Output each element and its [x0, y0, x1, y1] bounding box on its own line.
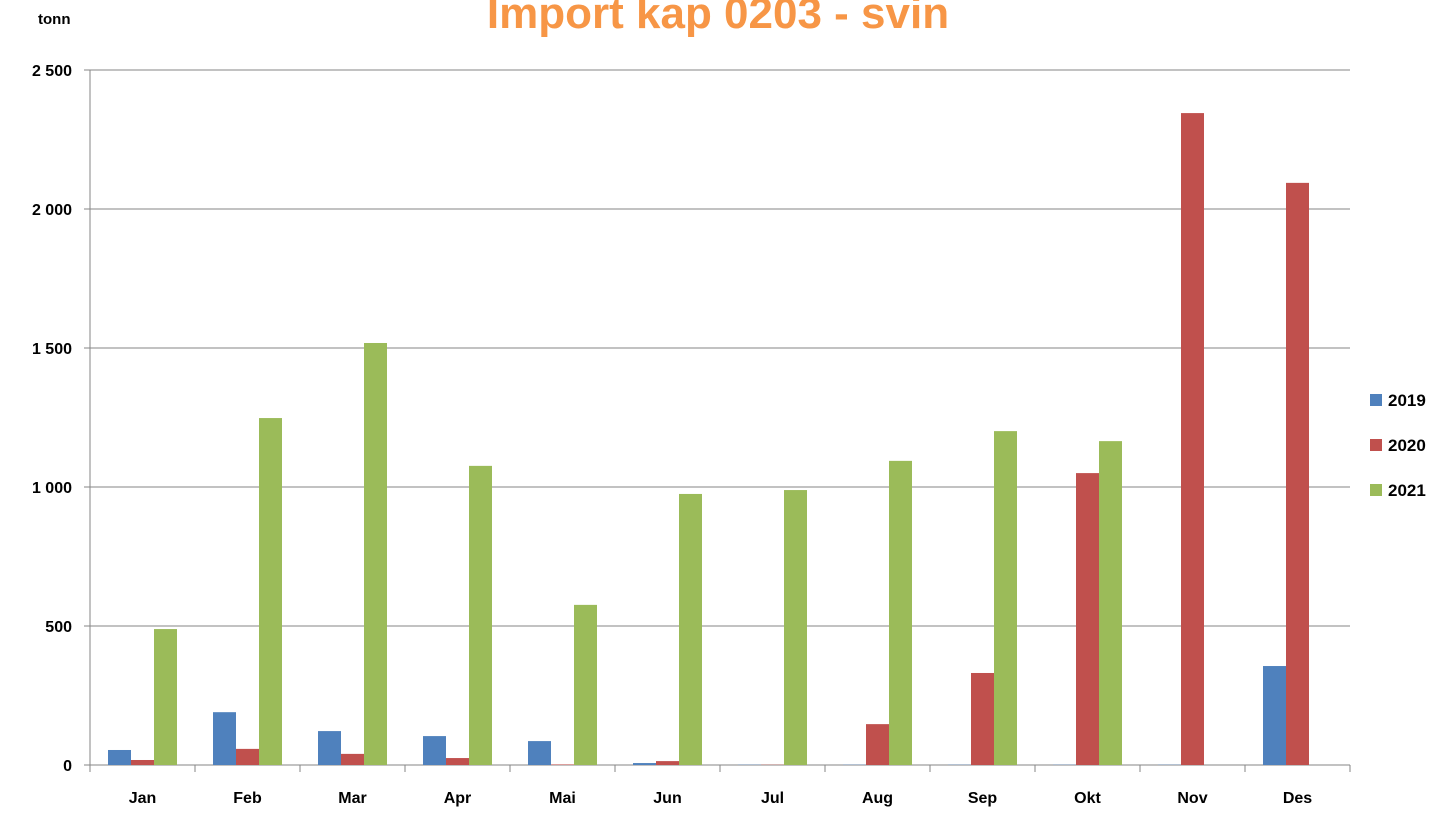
y-tick-label: 2 000: [32, 202, 72, 219]
chart-title: Import kap 0203 - svin: [487, 0, 949, 38]
bar: [341, 754, 364, 765]
bar: [1076, 473, 1099, 765]
bar: [1263, 666, 1286, 765]
y-tick-label: 2 500: [32, 63, 72, 80]
x-tick-label: Apr: [444, 790, 472, 807]
bar: [1286, 183, 1309, 765]
legend-label: 2021: [1388, 481, 1426, 500]
x-tick-label: Feb: [233, 790, 262, 807]
y-tick-label: 1 500: [32, 341, 72, 358]
y-tick-label: 0: [63, 758, 72, 775]
x-tick-label: Jun: [653, 790, 681, 807]
bar: [259, 418, 282, 765]
bar: [784, 490, 807, 765]
x-tick-label: Mai: [549, 790, 576, 807]
x-tick-label: Okt: [1074, 790, 1101, 807]
bar: [889, 461, 912, 765]
legend-label: 2020: [1388, 436, 1426, 455]
x-tick-label: Sep: [968, 790, 998, 807]
bar: [154, 629, 177, 765]
x-tick-label: Mar: [338, 790, 366, 807]
bar: [213, 712, 236, 765]
bar: [1099, 441, 1122, 765]
bar: [866, 724, 889, 765]
bar: [528, 741, 551, 765]
y-axis-label: tonn: [38, 11, 70, 28]
bar: [469, 466, 492, 765]
x-tick-label: Nov: [1177, 790, 1207, 807]
y-tick-label: 500: [45, 619, 72, 636]
x-tick-label: Des: [1283, 790, 1312, 807]
bar: [679, 494, 702, 765]
legend-label: 2019: [1388, 391, 1426, 410]
bar: [423, 736, 446, 765]
x-tick-label: Jul: [761, 790, 784, 807]
bar: [236, 749, 259, 765]
x-tick-label: Jan: [129, 790, 157, 807]
bar: [994, 431, 1017, 765]
bar: [551, 764, 574, 765]
bar: [318, 731, 341, 765]
legend-swatch: [1370, 484, 1382, 496]
y-tick-label: 1 000: [32, 480, 72, 497]
bar: [131, 760, 154, 765]
bar: [656, 761, 679, 765]
bar: [364, 343, 387, 765]
bar: [574, 605, 597, 765]
bar: [971, 673, 994, 765]
bar: [1181, 113, 1204, 765]
x-tick-label: Aug: [862, 790, 893, 807]
bar: [446, 758, 469, 765]
legend-swatch: [1370, 394, 1382, 406]
legend-swatch: [1370, 439, 1382, 451]
bar: [633, 763, 656, 765]
bar: [108, 750, 131, 765]
